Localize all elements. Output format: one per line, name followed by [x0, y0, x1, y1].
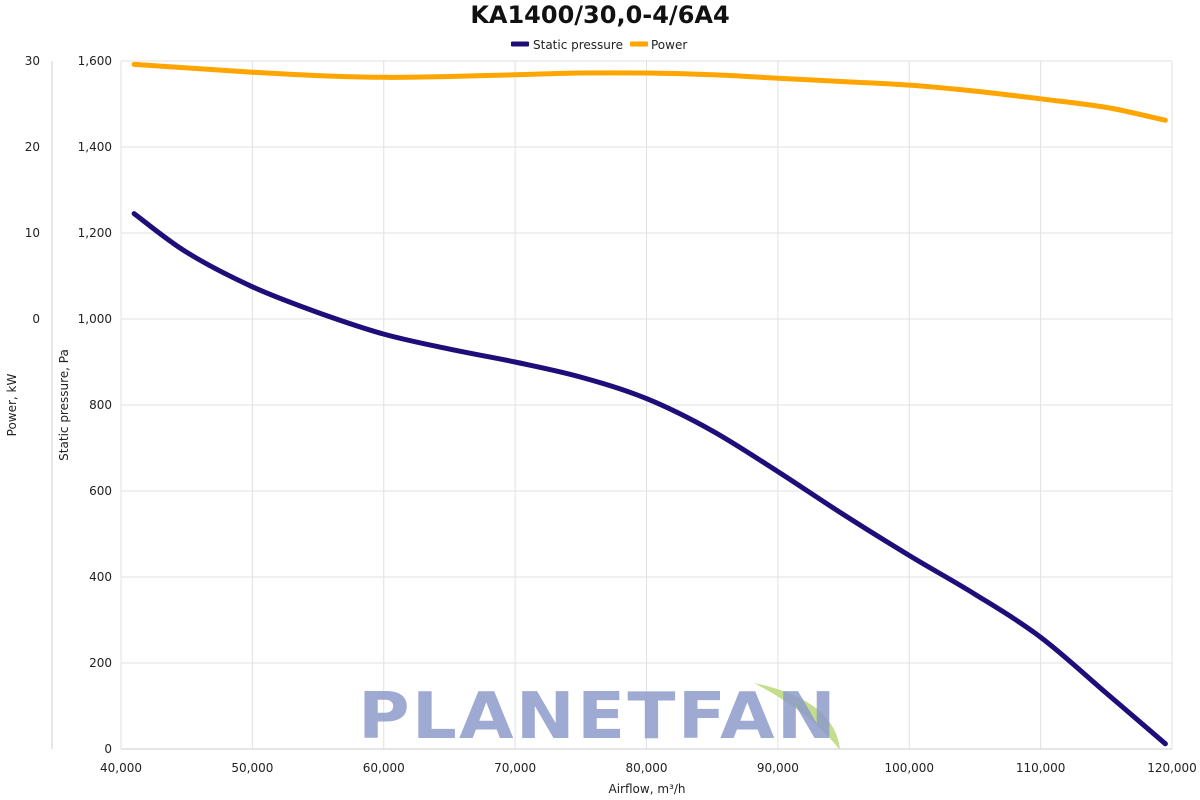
x-tick-label: 50,000 [231, 761, 273, 775]
legend-label-static-pressure[interactable]: Static pressure [533, 38, 623, 52]
y-tick-label: 400 [89, 570, 112, 584]
logo-leaf-icon [754, 683, 840, 750]
x-axis-label: Airflow, m³/h [609, 782, 686, 796]
chart-title: KA1400/30,0-4/6A4 [470, 1, 729, 29]
y2-tick-label: 10 [25, 226, 40, 240]
legend-label-power[interactable]: Power [651, 38, 687, 52]
y-tick-label: 1,400 [78, 140, 112, 154]
y2-tick-label: 20 [25, 140, 40, 154]
axes [51, 61, 1172, 750]
y-tick-label: 800 [89, 398, 112, 412]
y-tick-label: 1,000 [78, 312, 112, 326]
legend: Static pressure Power [511, 38, 687, 52]
y-tick-label: 600 [89, 484, 112, 498]
x-tick-label: 90,000 [757, 761, 799, 775]
y-tick-label: 1,200 [78, 226, 112, 240]
x-tick-label: 70,000 [494, 761, 536, 775]
x-tick-label: 80,000 [626, 761, 668, 775]
series-line-power [131, 61, 1168, 123]
x-tick-label: 100,000 [884, 761, 934, 775]
logo-wordmark: PLANETFAN [358, 680, 838, 754]
y-tick-label: 0 [104, 742, 112, 756]
y2-tick-label: 30 [25, 54, 40, 68]
x-tick-label: 60,000 [363, 761, 405, 775]
series-line-static-pressure [131, 211, 1168, 747]
x-tick-label: 110,000 [1016, 761, 1066, 775]
grid [120, 60, 1173, 750]
y2-axis-label: Power, kW [5, 374, 19, 437]
legend-swatch-power [630, 41, 648, 47]
x-tick-label: 120,000 [1147, 761, 1197, 775]
series-lines [131, 61, 1168, 747]
y-axis-label: Static pressure, Pa [57, 349, 71, 461]
x-tick-label: 40,000 [100, 761, 142, 775]
y-tick-label: 200 [89, 656, 112, 670]
planetfan-logo-watermark: PLANETFAN [358, 680, 840, 754]
legend-swatch-static-pressure [511, 41, 529, 47]
y2-tick-label: 0 [32, 312, 40, 326]
y-tick-label: 1,600 [78, 54, 112, 68]
tick-labels: 40,000 50,000 60,000 70,000 80,000 90,000 100,… [25, 54, 1197, 775]
